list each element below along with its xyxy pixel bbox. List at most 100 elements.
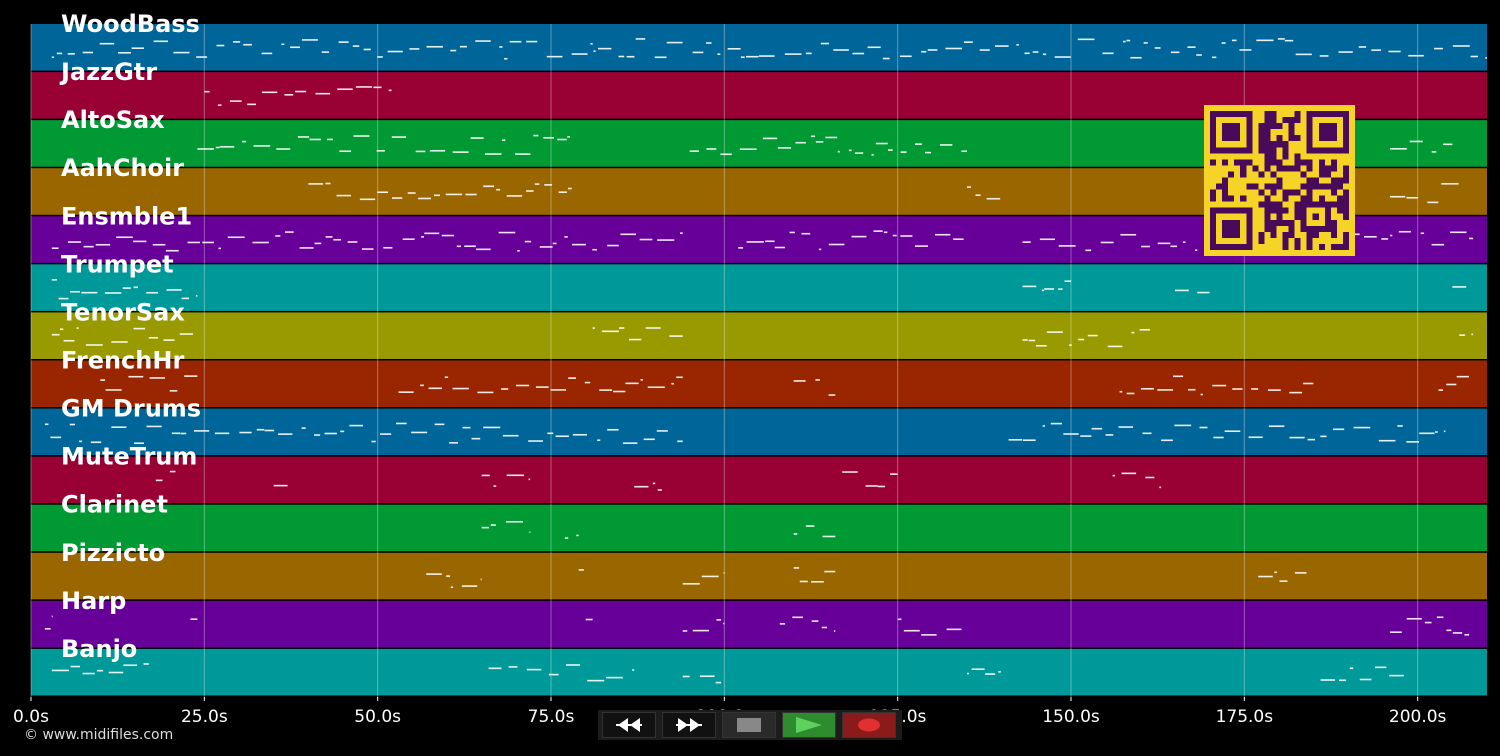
note — [1159, 486, 1162, 489]
note — [301, 39, 318, 41]
note — [593, 50, 596, 52]
note — [746, 241, 764, 243]
note — [1450, 231, 1467, 234]
note — [218, 247, 221, 250]
track-lane-0[interactable] — [31, 24, 1487, 71]
note — [426, 573, 442, 575]
note — [1267, 389, 1281, 391]
note — [359, 198, 376, 201]
note — [1142, 432, 1152, 435]
note — [1118, 426, 1134, 428]
note — [481, 474, 490, 477]
note — [837, 150, 840, 153]
note — [1157, 389, 1174, 391]
note — [1375, 666, 1387, 669]
note — [227, 236, 245, 239]
note — [480, 578, 482, 581]
note — [461, 585, 478, 587]
note — [148, 336, 159, 339]
note — [155, 479, 163, 482]
note — [854, 152, 864, 154]
note — [275, 235, 281, 237]
note — [622, 442, 638, 444]
record-button[interactable] — [842, 712, 896, 738]
track-lane-11[interactable] — [31, 552, 1487, 600]
note — [618, 327, 625, 329]
note — [256, 428, 265, 431]
note — [1199, 426, 1208, 429]
note — [1080, 435, 1092, 437]
note — [607, 244, 619, 247]
note — [1277, 38, 1285, 40]
note — [793, 380, 806, 382]
note — [90, 441, 102, 444]
note — [383, 246, 393, 249]
note — [539, 246, 553, 248]
note — [1022, 241, 1031, 243]
note — [1187, 46, 1196, 48]
note — [501, 388, 509, 390]
note — [197, 148, 214, 150]
note — [1406, 617, 1422, 620]
track-lane-13[interactable] — [31, 648, 1487, 696]
note — [828, 394, 836, 396]
note — [865, 485, 878, 487]
note — [465, 193, 477, 196]
note — [484, 153, 502, 155]
track-lane-12[interactable] — [31, 600, 1487, 648]
note — [526, 40, 538, 43]
note — [424, 232, 440, 235]
note — [715, 681, 722, 684]
track-lane-8[interactable] — [31, 408, 1487, 456]
fast-forward-button[interactable] — [662, 712, 716, 738]
note — [493, 485, 497, 487]
note — [892, 234, 897, 237]
note — [202, 241, 214, 244]
track-lane-7[interactable] — [31, 360, 1487, 408]
note — [1274, 571, 1277, 574]
note — [1251, 388, 1259, 390]
track-lane-5[interactable] — [31, 264, 1487, 311]
note — [1435, 431, 1438, 433]
note — [347, 241, 358, 243]
note — [509, 40, 522, 43]
note — [1378, 439, 1396, 442]
note — [578, 569, 584, 571]
note — [1294, 572, 1307, 574]
time-tick-label: 50.0s — [354, 707, 401, 727]
note — [149, 377, 166, 379]
note — [618, 55, 625, 58]
note — [815, 379, 820, 381]
note — [1120, 233, 1137, 236]
note — [1485, 57, 1487, 59]
note — [1381, 238, 1389, 240]
play-button[interactable] — [782, 712, 836, 738]
note — [377, 56, 383, 58]
note — [152, 243, 166, 246]
track-lane-6[interactable] — [31, 312, 1487, 359]
note — [654, 56, 667, 59]
stop-button[interactable] — [722, 712, 776, 738]
note — [528, 440, 543, 442]
note — [100, 379, 106, 381]
note — [1042, 425, 1045, 427]
note — [51, 56, 54, 59]
note — [70, 665, 80, 668]
note — [676, 376, 683, 379]
note — [565, 664, 580, 666]
note — [1358, 46, 1367, 48]
track-lane-10[interactable] — [31, 504, 1487, 552]
note — [1022, 439, 1036, 442]
note — [1443, 430, 1446, 433]
track-lane-9[interactable] — [31, 456, 1487, 504]
note — [1289, 436, 1305, 439]
note — [51, 247, 59, 250]
note — [169, 390, 178, 392]
note — [184, 375, 198, 377]
note — [407, 192, 416, 194]
play-icon — [796, 717, 822, 733]
rewind-button[interactable] — [602, 712, 656, 738]
copyright-credit: © www.midifiles.com — [24, 727, 174, 743]
note — [391, 197, 403, 199]
note — [576, 534, 579, 537]
